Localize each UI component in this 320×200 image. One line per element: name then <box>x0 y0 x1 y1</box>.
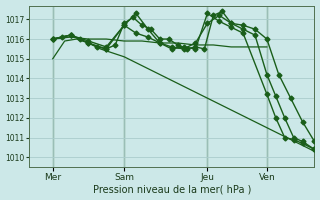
X-axis label: Pression niveau de la mer( hPa ): Pression niveau de la mer( hPa ) <box>92 184 251 194</box>
